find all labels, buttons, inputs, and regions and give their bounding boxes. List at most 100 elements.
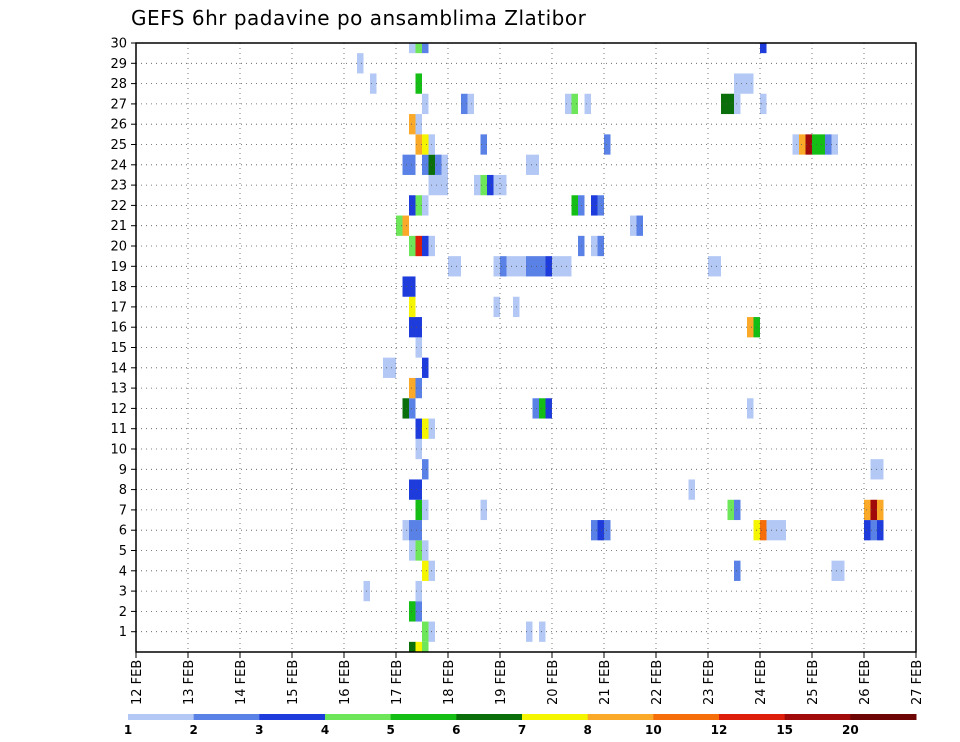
heatmap-cell: [597, 520, 604, 541]
heatmap-cell: [792, 134, 799, 155]
heatmap-cell: [831, 134, 838, 155]
heatmap-cell: [591, 235, 598, 257]
heatmap-cell: [734, 93, 741, 115]
colorbar-swatch: [390, 714, 457, 720]
heatmap-cell: [526, 256, 533, 277]
heatmap-cell: [760, 43, 767, 54]
heatmap-cell: [415, 540, 422, 561]
y-tick-label: 17: [110, 300, 127, 315]
heatmap-cell: [402, 154, 409, 175]
heatmap-cell: [409, 641, 416, 652]
x-tick-label: 27 FEB: [910, 660, 925, 705]
heatmap-cell: [415, 438, 422, 460]
y-tick-label: 15: [110, 341, 127, 356]
y-tick-label: 28: [110, 77, 127, 92]
heatmap-cell: [870, 499, 877, 521]
heatmap-cell: [526, 154, 533, 175]
heatmap-cell: [402, 398, 409, 419]
heatmap-cell: [864, 520, 871, 541]
axis-layer: 1234567891011121314151617181920212223242…: [110, 37, 925, 706]
heatmap-cell: [409, 154, 416, 175]
heatmap-cell: [415, 73, 422, 94]
colorbar: 1 2 3 4 5 6 7 8 10 12 15 20: [124, 714, 917, 737]
heatmap-cell: [747, 73, 754, 94]
y-tick-label: 13: [110, 382, 127, 397]
x-tick-label: 14 FEB: [234, 660, 249, 705]
x-tick-label: 16 FEB: [338, 660, 353, 705]
colorbar-label: 2: [189, 723, 197, 737]
colorbar-label: 20: [842, 723, 859, 737]
y-tick-label: 16: [110, 321, 127, 336]
heatmap-cell: [571, 93, 578, 115]
heatmap-cell: [415, 195, 422, 216]
heatmap-cell: [402, 276, 409, 297]
colorbar-label: 5: [386, 723, 394, 737]
x-tick-label: 20 FEB: [546, 660, 561, 705]
heatmap-cell: [877, 499, 884, 521]
heatmap-cell: [760, 93, 767, 115]
heatmap-cell: [500, 174, 507, 196]
heatmap-cell: [415, 479, 422, 500]
heatmap-cell: [825, 134, 832, 155]
heatmap-cell: [519, 256, 526, 277]
y-tick-label: 7: [119, 503, 127, 518]
heatmap-cell: [415, 580, 422, 602]
colorbar-label: 1: [124, 723, 132, 737]
y-tick-label: 19: [110, 260, 127, 275]
colorbar-swatch: [325, 714, 392, 720]
x-tick-label: 22 FEB: [650, 660, 665, 705]
heatmap-cell: [409, 479, 416, 500]
heatmap-cell: [500, 256, 507, 277]
heatmap-cell: [422, 418, 429, 439]
y-tick-label: 3: [119, 585, 127, 600]
y-tick-label: 9: [119, 463, 127, 478]
heatmap-cell: [552, 256, 559, 277]
y-tick-label: 11: [110, 422, 127, 437]
heatmap-cell: [415, 520, 422, 541]
heatmap-cell: [532, 398, 539, 419]
y-tick-label: 26: [110, 118, 127, 133]
heatmap-cell: [532, 256, 539, 277]
heatmap-cell: [480, 499, 487, 521]
heatmap-cell: [409, 520, 416, 541]
heatmap-cell: [565, 93, 572, 115]
heatmap-cell: [604, 520, 611, 541]
heatmap-cell: [721, 93, 728, 115]
y-tick-label: 1: [119, 625, 127, 640]
colorbar-label: 4: [321, 723, 329, 737]
heatmap-cell: [422, 235, 429, 257]
heatmap-cell: [409, 195, 416, 216]
y-tick-label: 14: [110, 361, 127, 376]
heatmap-cell: [409, 398, 416, 419]
heatmap-cell: [760, 520, 767, 541]
heatmap-cell: [409, 235, 416, 257]
y-tick-label: 18: [110, 280, 127, 295]
heatmap-cell: [734, 73, 741, 94]
y-tick-label: 5: [119, 544, 127, 559]
heatmap-cell: [727, 499, 734, 521]
colorbar-label: 6: [452, 723, 460, 737]
heatmap-cell: [877, 459, 884, 480]
heatmap-cell: [532, 154, 539, 175]
heatmap-cell: [545, 256, 552, 277]
heatmap-cell: [506, 256, 513, 277]
y-tick-label: 24: [110, 158, 127, 173]
colorbar-swatch: [456, 714, 523, 720]
y-tick-label: 4: [119, 564, 127, 579]
heatmap-cell: [467, 93, 474, 115]
heatmap-cell: [831, 560, 838, 581]
y-tick-label: 25: [110, 138, 127, 153]
heatmap-cell: [422, 499, 429, 521]
heatmap-cell: [409, 540, 416, 561]
heatmap-cell: [487, 174, 494, 196]
y-tick-label: 22: [110, 199, 127, 214]
heatmap-cell: [402, 215, 409, 236]
y-tick-label: 6: [119, 524, 127, 539]
heatmap-cell: [597, 235, 604, 257]
heatmap-cell: [480, 134, 487, 155]
heatmap-cell: [526, 621, 533, 642]
heatmap-cell: [812, 134, 819, 155]
heatmap-cell: [422, 43, 429, 54]
heatmap-cell: [714, 256, 721, 277]
